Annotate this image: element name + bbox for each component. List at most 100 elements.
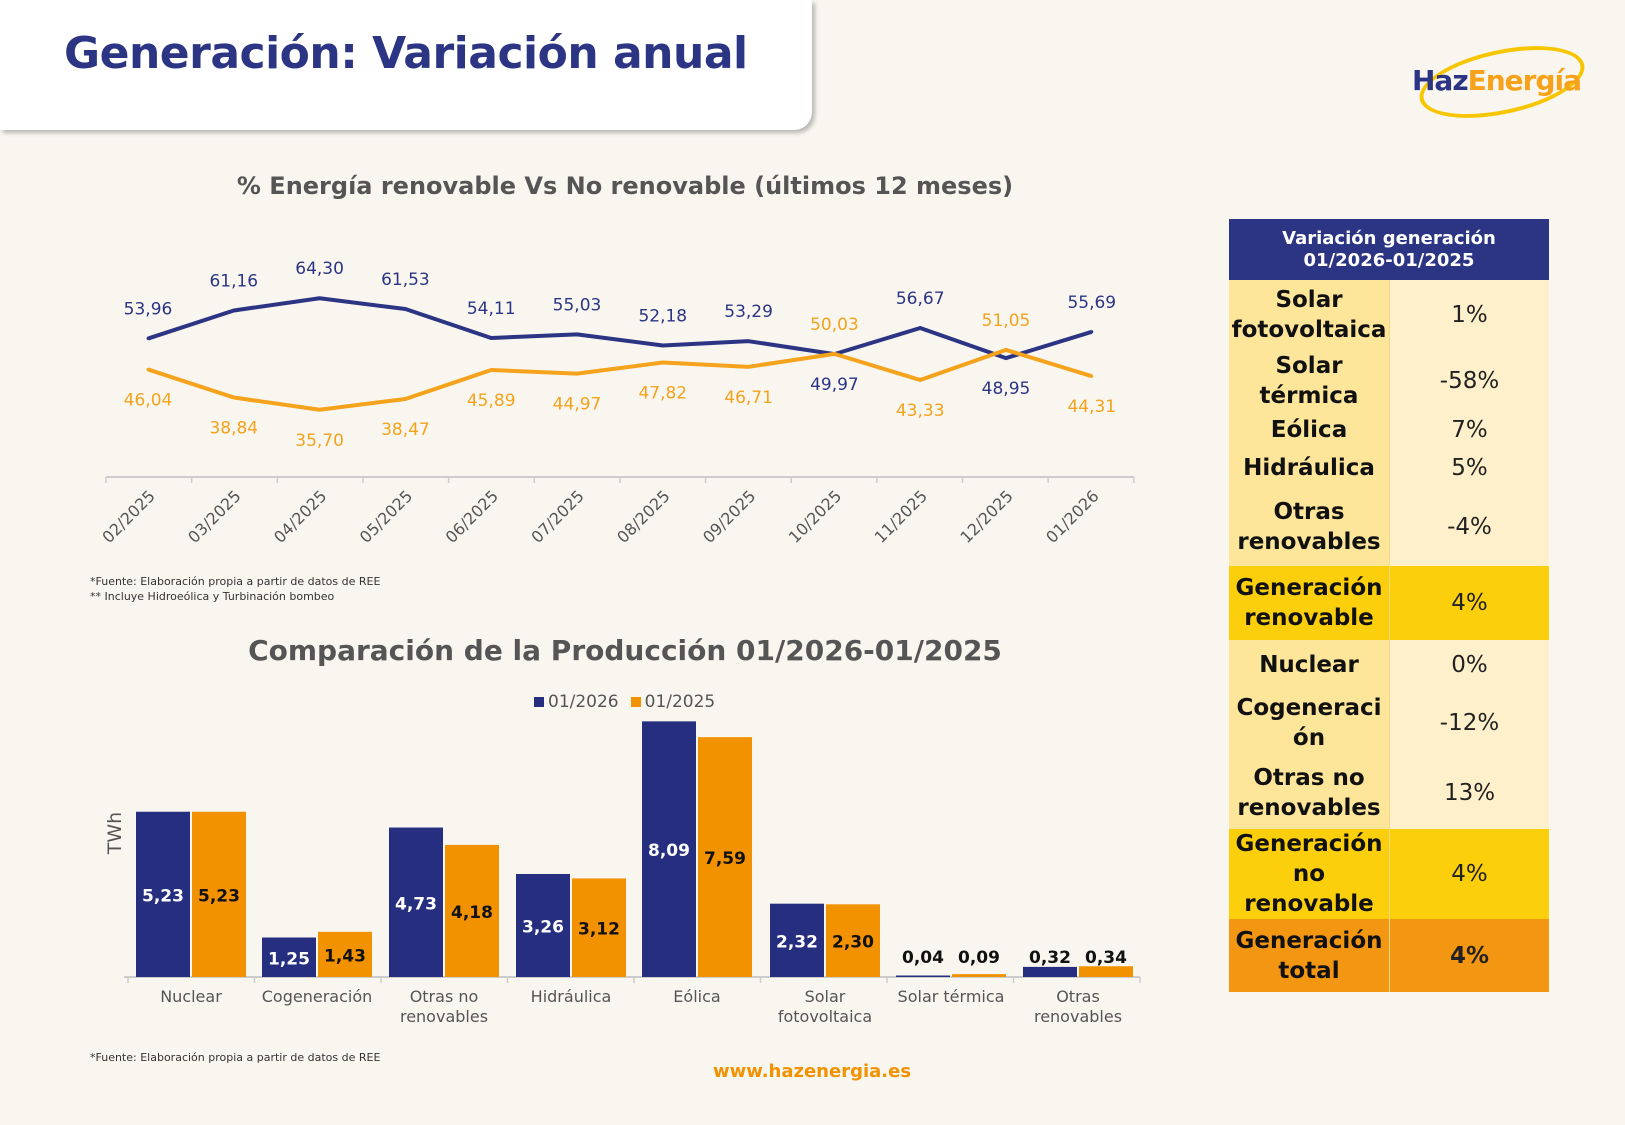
legend-label-2025: 01/2025 xyxy=(644,692,716,712)
row-value: 4% xyxy=(1389,829,1549,919)
bar-footnote-source: *Fuente: Elaboración propia a partir de … xyxy=(90,1051,381,1064)
row-value: -58% xyxy=(1389,350,1549,412)
data-label: 55,69 xyxy=(1067,293,1116,313)
category-label-line: renovables xyxy=(399,1007,489,1026)
data-label: 54,11 xyxy=(467,299,516,319)
bar-category-label: Solar térmica xyxy=(890,987,1012,1007)
data-label: 61,53 xyxy=(381,270,430,290)
data-label: 55,03 xyxy=(553,295,602,315)
x-tick-label: 01/2026 xyxy=(1042,486,1102,546)
data-point xyxy=(403,307,407,311)
data-label: 38,47 xyxy=(381,420,430,440)
legend-label-2026: 01/2026 xyxy=(548,692,619,712)
legend-swatch-2026 xyxy=(534,697,544,707)
table-row: Cogeneración -12% xyxy=(1229,689,1549,756)
website-link[interactable]: www.hazenergia.es xyxy=(712,1061,912,1082)
legend-item-2026: 01/2026 xyxy=(534,692,619,712)
bar-category-label: Hidráulica xyxy=(510,987,632,1007)
logo-text-energia: Energía xyxy=(1467,64,1582,97)
data-label: 44,97 xyxy=(553,395,602,415)
bar-value-label: 2,30 xyxy=(832,933,874,953)
bar xyxy=(516,873,570,977)
data-point xyxy=(918,378,922,382)
data-point xyxy=(318,296,322,300)
x-tick-label: 11/2025 xyxy=(871,486,931,546)
data-label: 50,03 xyxy=(810,315,859,335)
bar xyxy=(445,844,499,977)
bar-chart-title: Comparación de la Producción 01/2026-01/… xyxy=(248,634,1002,667)
data-label: 51,05 xyxy=(982,311,1031,331)
bar xyxy=(1023,966,1077,977)
data-point xyxy=(1004,356,1008,360)
x-tick-label: 02/2025 xyxy=(98,486,158,546)
row-value: 13% xyxy=(1389,756,1549,829)
hazenergia-logo: HazEnergía xyxy=(1410,33,1591,131)
table-row: Nuclear 0% xyxy=(1229,640,1549,689)
row-label: Otras no renovables xyxy=(1229,756,1390,829)
bar-category-label: Solar fotovoltaica xyxy=(764,987,886,1027)
data-point xyxy=(1090,330,1094,334)
category-label-line: Solar térmica xyxy=(897,987,1005,1006)
bar xyxy=(770,903,824,977)
data-point xyxy=(747,365,751,369)
category-label-line: fotovoltaica xyxy=(777,1007,873,1026)
x-tick-label: 09/2025 xyxy=(699,486,759,546)
bar-category-label: Otras renovables xyxy=(1017,987,1139,1027)
bar xyxy=(572,878,626,977)
table-row: Solar fotovoltaica 1% xyxy=(1229,280,1549,350)
data-label: 53,96 xyxy=(124,300,173,320)
data-label: 48,95 xyxy=(982,379,1031,399)
non-renewable-line xyxy=(147,347,1093,412)
bar-value-label: 3,12 xyxy=(578,920,620,940)
row-value: 4% xyxy=(1389,566,1549,640)
bar xyxy=(826,904,880,977)
bar-category-label: Eólica xyxy=(636,987,758,1007)
data-point xyxy=(403,397,407,401)
data-label: 46,04 xyxy=(124,390,173,410)
line-footnote-hydro: ** Incluye Hidroeólica y Turbinación bom… xyxy=(90,590,335,603)
data-point xyxy=(146,337,150,341)
data-point xyxy=(489,336,493,340)
x-tick-label: 06/2025 xyxy=(442,486,502,546)
row-value: 7% xyxy=(1389,412,1549,447)
category-label-line: Otras xyxy=(1056,987,1100,1006)
bar-value-label: 0,32 xyxy=(1029,948,1071,968)
data-point xyxy=(1090,374,1094,378)
bar-value-label: 1,25 xyxy=(268,949,310,969)
bar-value-label: 1,43 xyxy=(324,946,366,966)
bar-value-label: 0,09 xyxy=(958,948,1000,968)
x-tick-label: 07/2025 xyxy=(527,486,587,546)
data-label: 52,18 xyxy=(638,306,687,326)
row-value: 4% xyxy=(1389,919,1549,992)
data-point xyxy=(232,396,236,400)
bar-value-label: 4,73 xyxy=(395,894,437,914)
category-label-line: Cogeneración xyxy=(261,987,373,1006)
renewable-line xyxy=(147,296,1093,361)
table-header: Variación generación 01/2026-01/2025 xyxy=(1229,219,1549,280)
data-label: 45,89 xyxy=(467,391,516,411)
line-chart-title: % Energía renovable Vs No renovable (últ… xyxy=(236,172,1014,200)
category-label-line: Otras no xyxy=(409,987,479,1006)
data-label: 64,30 xyxy=(295,259,344,279)
table-row: Generación no renovable 4% xyxy=(1229,829,1549,919)
data-point xyxy=(575,332,579,336)
bar xyxy=(389,827,443,977)
x-tick-label: 08/2025 xyxy=(613,486,673,546)
data-label: 38,84 xyxy=(209,419,258,439)
table-header-line2: 01/2026-01/2025 xyxy=(1303,249,1475,271)
data-label: 35,70 xyxy=(295,431,344,451)
table-row: Otras no renovables 13% xyxy=(1229,756,1549,829)
bar xyxy=(136,811,190,977)
x-tick-label: 05/2025 xyxy=(356,486,416,546)
row-label: Solar térmica xyxy=(1229,350,1390,412)
row-value: 5% xyxy=(1389,447,1549,488)
category-label-line: renovables xyxy=(1033,1007,1123,1026)
bar xyxy=(318,931,372,977)
row-label: Otras renovables xyxy=(1229,488,1390,566)
bar xyxy=(952,974,1006,977)
x-tick-label: 03/2025 xyxy=(184,486,244,546)
x-tick-label: 04/2025 xyxy=(270,486,330,546)
bar-value-label: 0,34 xyxy=(1085,948,1127,968)
row-label: Generación renovable xyxy=(1229,566,1390,640)
